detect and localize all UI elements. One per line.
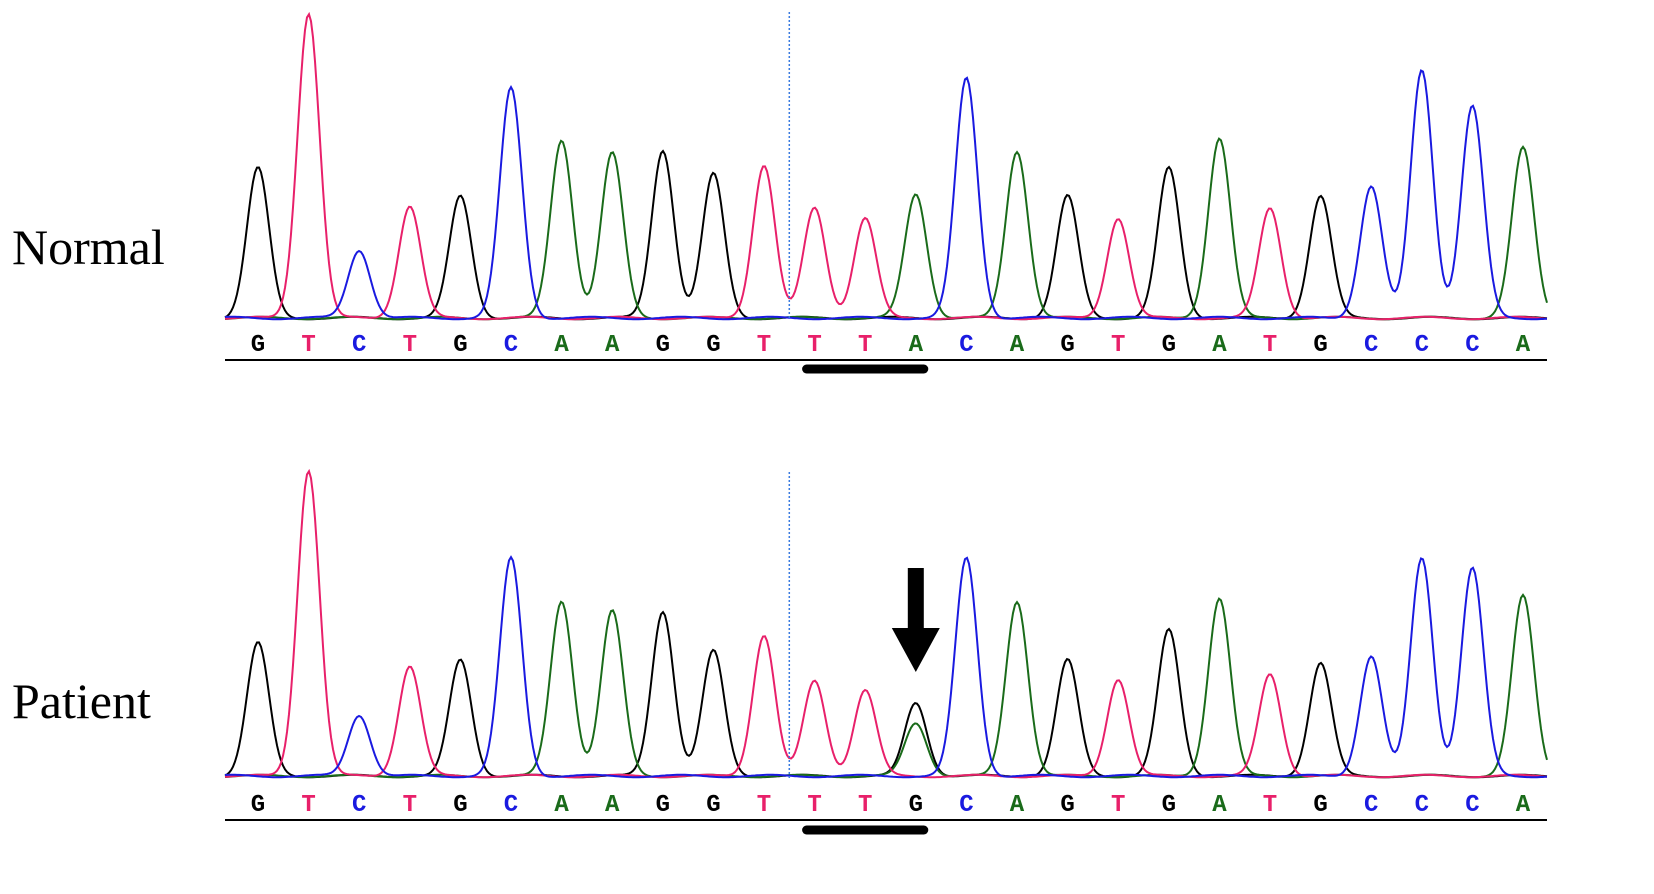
trace-patient-G — [224, 610, 1548, 779]
base-call-patient: A — [605, 792, 620, 819]
base-call-patient: A — [1010, 792, 1025, 819]
base-call-patient: G — [453, 792, 467, 819]
base-call-normal: A — [1212, 332, 1227, 359]
base-call-patient: G — [1313, 792, 1327, 819]
base-call-patient: G — [656, 792, 670, 819]
base-call-normal: T — [1263, 332, 1277, 359]
base-call-patient: C — [1465, 792, 1479, 819]
base-call-normal: C — [1415, 332, 1429, 359]
base-call-normal: A — [1010, 332, 1025, 359]
base-call-normal: G — [1060, 332, 1074, 359]
mutation-arrow-icon — [891, 568, 940, 672]
base-call-patient: C — [352, 792, 366, 819]
base-call-normal: C — [504, 332, 518, 359]
base-call-normal: T — [301, 332, 315, 359]
base-call-patient: G — [706, 792, 720, 819]
base-call-patient: G — [1060, 792, 1074, 819]
base-call-patient: T — [757, 792, 771, 819]
base-call-patient: G — [251, 792, 265, 819]
base-call-patient: A — [1212, 792, 1227, 819]
base-call-normal: T — [403, 332, 417, 359]
track-label-patient: Patient — [12, 673, 151, 729]
base-call-normal: G — [1313, 332, 1327, 359]
base-call-normal: G — [453, 332, 467, 359]
base-call-patient: T — [858, 792, 872, 819]
base-call-patient: T — [1111, 792, 1125, 819]
base-call-normal: A — [605, 332, 620, 359]
base-call-normal: C — [1364, 332, 1378, 359]
base-call-normal: C — [959, 332, 973, 359]
base-call-normal: G — [1162, 332, 1176, 359]
base-call-normal: G — [251, 332, 265, 359]
base-call-patient: T — [301, 792, 315, 819]
base-call-normal: A — [909, 332, 924, 359]
base-call-patient: A — [554, 792, 569, 819]
trace-patient-T — [224, 468, 1548, 779]
base-call-normal: A — [1516, 332, 1531, 359]
trace-normal-T — [224, 11, 1548, 321]
base-call-normal: T — [807, 332, 821, 359]
base-call-patient: G — [1162, 792, 1176, 819]
trace-patient-A — [224, 593, 1548, 779]
base-call-patient: C — [959, 792, 973, 819]
trace-normal-G — [224, 149, 1548, 321]
base-call-patient: C — [1364, 792, 1378, 819]
base-call-normal: G — [656, 332, 670, 359]
base-call-normal: G — [706, 332, 720, 359]
base-call-normal: T — [858, 332, 872, 359]
base-call-normal: T — [1111, 332, 1125, 359]
trace-normal-A — [224, 137, 1548, 321]
trace-normal-C — [225, 69, 1548, 321]
track-label-normal: Normal — [12, 219, 165, 275]
base-call-normal: C — [352, 332, 366, 359]
base-call-normal: C — [1465, 332, 1479, 359]
base-call-normal: A — [554, 332, 569, 359]
base-call-patient: T — [807, 792, 821, 819]
base-call-patient: T — [403, 792, 417, 819]
base-call-normal: T — [757, 332, 771, 359]
trace-patient-C — [225, 555, 1548, 779]
base-call-patient: T — [1263, 792, 1277, 819]
base-call-patient: C — [504, 792, 518, 819]
base-call-patient: C — [1415, 792, 1429, 819]
base-call-patient: G — [909, 792, 923, 819]
base-call-patient: A — [1516, 792, 1531, 819]
